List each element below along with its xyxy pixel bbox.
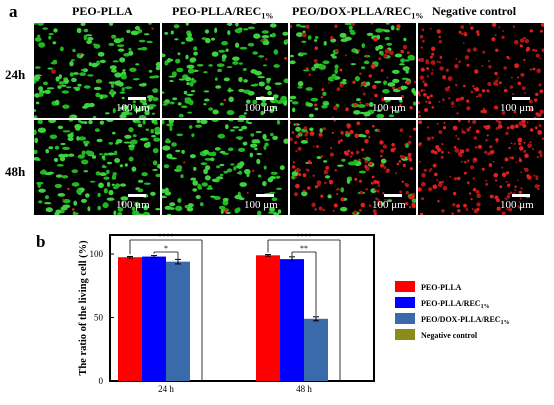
legend-swatch bbox=[395, 281, 415, 292]
significance-label: ** bbox=[300, 244, 308, 253]
significance-label: **** bbox=[158, 232, 174, 241]
column-header-negative-control: Negative control bbox=[432, 4, 517, 18]
x-tick-label: 48 h bbox=[296, 384, 312, 394]
bar bbox=[166, 261, 190, 381]
scale-label: 100 μm bbox=[500, 199, 534, 211]
micrograph-24h-col3 bbox=[290, 23, 416, 118]
scale-bar bbox=[512, 97, 530, 100]
column-header-peo-dox-plla-rec: PEO/DOX-PLLA/REC1% bbox=[292, 4, 424, 21]
bar bbox=[304, 318, 328, 381]
micrograph-24h-col4 bbox=[418, 23, 544, 118]
micrograph-48h-col2 bbox=[162, 120, 288, 215]
bar bbox=[142, 256, 166, 381]
y-tick-label: 100 bbox=[90, 249, 104, 259]
scale-label: 100 μm bbox=[500, 102, 534, 114]
column-header-peo-plla: PEO-PLLA bbox=[72, 4, 133, 18]
scale-bar bbox=[128, 194, 146, 197]
scale-bar bbox=[256, 97, 274, 100]
micrograph-24h-col2 bbox=[162, 23, 288, 118]
bar bbox=[256, 255, 280, 381]
legend-label: PEO-PLLA/REC1% bbox=[421, 299, 490, 310]
scale-bar bbox=[512, 194, 530, 197]
legend-swatch bbox=[395, 297, 415, 308]
micrograph-48h-col3 bbox=[290, 120, 416, 215]
legend-swatch bbox=[395, 313, 415, 324]
scale-label: 100 μm bbox=[372, 199, 406, 211]
y-axis-label: The ratio of the living cell (%) bbox=[78, 240, 89, 376]
legend-label: Negative control bbox=[421, 331, 478, 340]
panel-a-letter: a bbox=[9, 2, 18, 21]
significance-label: **** bbox=[296, 232, 312, 241]
plot-frame bbox=[109, 234, 375, 382]
legend-swatch bbox=[395, 329, 415, 340]
bar bbox=[280, 259, 304, 381]
column-header-peo-plla-rec: PEO-PLLA/REC1% bbox=[172, 4, 274, 21]
row-header-48h: 48h bbox=[5, 164, 26, 179]
scale-bar bbox=[384, 194, 402, 197]
panel-b-letter: b bbox=[36, 232, 46, 251]
x-tick-label: 24 h bbox=[158, 384, 174, 394]
scale-bar bbox=[256, 194, 274, 197]
legend-label: PEO-PLLA bbox=[421, 283, 462, 292]
y-tick-label: 0 bbox=[99, 376, 104, 386]
legend-label: PEO/DOX-PLLA/REC1% bbox=[421, 315, 510, 326]
micrograph-48h-col4 bbox=[418, 120, 544, 215]
scale-bar bbox=[384, 97, 402, 100]
micrograph-24h-col1 bbox=[34, 23, 160, 118]
scale-label: 100 μm bbox=[244, 199, 278, 211]
scale-bar bbox=[128, 97, 146, 100]
scale-label: 100 μm bbox=[372, 102, 406, 114]
micrograph-48h-col1 bbox=[34, 120, 160, 215]
scale-label: 100 μm bbox=[116, 199, 150, 211]
y-tick-label: 50 bbox=[94, 313, 104, 323]
scale-label: 100 μm bbox=[244, 102, 278, 114]
scale-label: 100 μm bbox=[116, 102, 150, 114]
bar bbox=[118, 257, 142, 381]
significance-label: * bbox=[164, 244, 168, 253]
row-header-24h: 24h bbox=[5, 67, 26, 82]
